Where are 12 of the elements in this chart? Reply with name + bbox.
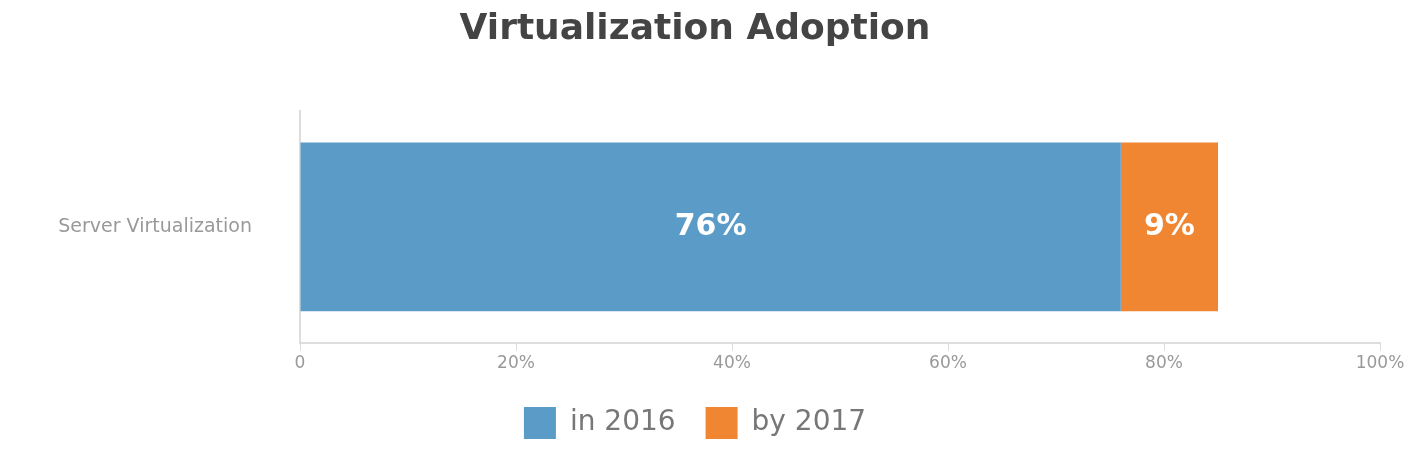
x-tick-label: 20% bbox=[497, 352, 535, 373]
x-tick-label: 100% bbox=[1355, 352, 1405, 373]
legend-label: in 2016 bbox=[569, 404, 676, 438]
legend-label: by 2017 bbox=[751, 404, 867, 438]
y-tick-label: Server Virtualization bbox=[58, 213, 252, 236]
x-tick-label: 40% bbox=[713, 352, 751, 373]
data-label: 76% bbox=[674, 206, 747, 242]
data-label: 9% bbox=[1143, 206, 1195, 242]
x-tick-label: 0 bbox=[294, 352, 306, 373]
x-tick-label: 60% bbox=[929, 352, 967, 373]
x-tick-label: 80% bbox=[1145, 352, 1183, 373]
chart-title: Virtualization Adoption bbox=[459, 5, 931, 47]
